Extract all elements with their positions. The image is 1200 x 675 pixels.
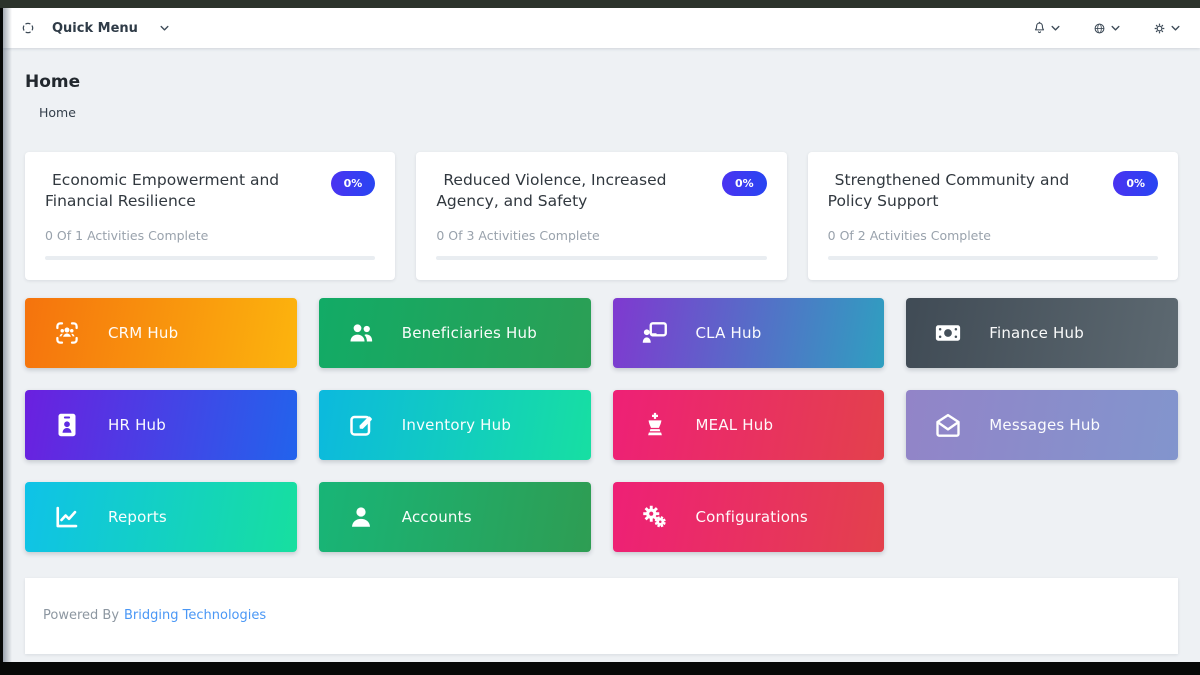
expand-icon: [20, 20, 36, 36]
powered-by-text: Powered By: [43, 608, 120, 624]
hub-label: Beneficiaries Hub: [401, 323, 537, 342]
id-badge-icon: [52, 410, 82, 440]
page-title: Home: [25, 72, 81, 92]
hub-tile-inventory-hub[interactable]: Inventory Hub: [318, 389, 591, 460]
notifications-menu-button[interactable]: [1029, 18, 1062, 39]
objective-card: Strengthened Community and Policy Suppor…: [807, 152, 1178, 280]
app-window: Quick Menu Home Home Economic Empowermen…: [3, 8, 1200, 662]
breadcrumb: Home: [39, 105, 1178, 120]
hub-label: Inventory Hub: [401, 415, 512, 434]
globe-icon: [1091, 20, 1108, 37]
bridging-technologies-link[interactable]: Bridging Technologies: [124, 608, 267, 624]
activities-complete-text: 0 Of 3 Activities Complete: [436, 227, 600, 243]
hub-label: MEAL Hub: [695, 415, 774, 434]
objective-title: Economic Empowerment and Financial Resil…: [45, 171, 280, 210]
bell-icon: [1031, 20, 1048, 37]
hub-label: Messages Hub: [989, 415, 1101, 434]
gear-icon: [1151, 20, 1168, 37]
screen-top-bar: [0, 0, 1200, 8]
hub-tile-messages-hub[interactable]: Messages Hub: [906, 389, 1178, 460]
edit-icon: [346, 410, 376, 440]
hub-grid: CRM Hub Beneficiaries Hub CLA Hub Financ…: [25, 297, 1178, 552]
activities-complete-text: 0 Of 2 Activities Complete: [827, 227, 991, 243]
progress-bar-track: [436, 255, 767, 260]
hub-tile-accounts[interactable]: Accounts: [318, 481, 591, 552]
chevron-down-icon: [1171, 25, 1180, 32]
user-icon: [346, 502, 376, 532]
progress-badge: 0%: [721, 171, 767, 196]
hub-tile-crm-hub[interactable]: CRM Hub: [25, 297, 297, 368]
chevron-down-icon: [160, 25, 169, 32]
language-menu-button[interactable]: [1089, 18, 1122, 39]
hub-label: Configurations: [695, 507, 808, 526]
expand-sidebar-button[interactable]: [18, 18, 38, 38]
activities-complete-text: 0 Of 1 Activities Complete: [45, 227, 209, 243]
settings-menu-button[interactable]: [1149, 18, 1182, 39]
hub-label: HR Hub: [108, 415, 166, 434]
objective-title: Reduced Violence, Increased Agency, and …: [436, 171, 667, 210]
person-board-icon: [640, 318, 670, 348]
footer: Powered By Bridging Technologies: [25, 577, 1178, 654]
breadcrumb-item-home[interactable]: Home: [39, 105, 76, 120]
hub-tile-reports[interactable]: Reports: [25, 481, 297, 552]
gears-icon: [640, 502, 670, 532]
objective-card-header: Reduced Violence, Increased Agency, and …: [436, 170, 767, 212]
chess-king-icon: [640, 410, 670, 440]
objective-card-header: Economic Empowerment and Financial Resil…: [45, 170, 376, 212]
hub-label: CLA Hub: [695, 323, 762, 342]
chevron-down-icon: [1111, 25, 1120, 32]
hub-label: Finance Hub: [989, 323, 1084, 342]
hub-tile-hr-hub[interactable]: HR Hub: [25, 389, 297, 460]
chevron-down-icon: [1051, 25, 1060, 32]
objectives-row: Economic Empowerment and Financial Resil…: [25, 152, 1178, 280]
quick-menu-label: Quick Menu: [52, 20, 138, 36]
hub-tile-beneficiaries-hub[interactable]: Beneficiaries Hub: [318, 297, 591, 368]
navbar-left: Quick Menu: [18, 18, 169, 38]
envelope-open-icon: [933, 410, 963, 440]
top-navbar: Quick Menu: [3, 8, 1200, 48]
users-viewfinder-icon: [52, 318, 82, 348]
main-content: Home Home Economic Empowerment and Finan…: [3, 72, 1200, 552]
users-icon: [346, 318, 376, 348]
hub-label: CRM Hub: [108, 323, 179, 342]
objective-card: Reduced Violence, Increased Agency, and …: [416, 152, 787, 280]
chart-line-icon: [52, 502, 82, 532]
hub-tile-configurations[interactable]: Configurations: [612, 481, 885, 552]
hub-label: Reports: [108, 507, 167, 526]
hub-tile-meal-hub[interactable]: MEAL Hub: [612, 389, 885, 460]
navbar-right: [1029, 18, 1182, 39]
objective-title: Strengthened Community and Policy Suppor…: [827, 171, 1070, 210]
objective-card-header: Strengthened Community and Policy Suppor…: [828, 170, 1158, 212]
hub-tile-finance-hub[interactable]: Finance Hub: [906, 297, 1178, 368]
progress-bar-track: [45, 255, 376, 260]
quick-menu-dropdown[interactable]: Quick Menu: [52, 21, 169, 36]
progress-badge: 0%: [1113, 171, 1158, 196]
hub-label: Accounts: [401, 507, 472, 526]
money-bill-icon: [933, 318, 963, 348]
objective-card: Economic Empowerment and Financial Resil…: [25, 152, 396, 280]
hub-tile-cla-hub[interactable]: CLA Hub: [612, 297, 885, 368]
progress-badge: 0%: [330, 171, 376, 196]
progress-bar-track: [827, 255, 1158, 260]
